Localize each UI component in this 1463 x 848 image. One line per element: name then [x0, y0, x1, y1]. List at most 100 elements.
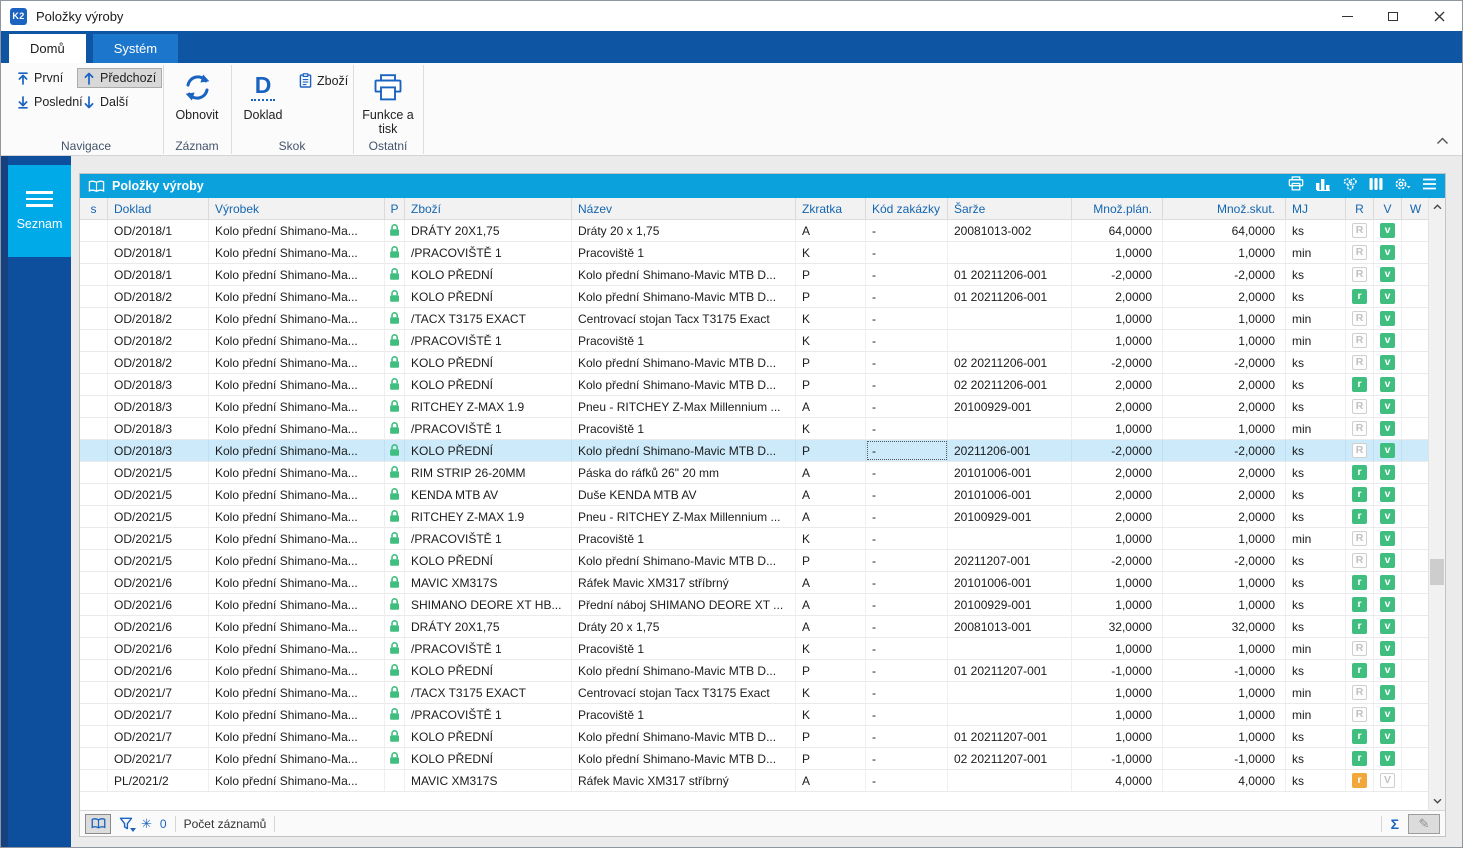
table-row[interactable]: OD/2018/3 Kolo přední Shimano-Ma... KOLO P… — [80, 374, 1428, 396]
cell-p[interactable] — [385, 374, 405, 395]
cell-v[interactable]: v — [1374, 242, 1402, 263]
cell-mj[interactable]: min — [1286, 704, 1346, 725]
settings-icon[interactable] — [1394, 177, 1411, 196]
table-row[interactable]: OD/2018/3 Kolo přední Shimano-Ma... KOLO P… — [80, 440, 1428, 462]
cell-s[interactable] — [80, 484, 108, 505]
cell-mnoz_skut[interactable]: 2,0000 — [1163, 462, 1286, 483]
cell-mnoz_skut[interactable]: 64,0000 — [1163, 220, 1286, 241]
cell-sarze[interactable]: 20100929-001 — [948, 594, 1072, 615]
cell-r[interactable]: r — [1346, 660, 1374, 681]
cell-zbozi[interactable]: KOLO PŘEDNÍ — [405, 550, 572, 571]
cell-kod_zakazky[interactable]: - — [866, 462, 948, 483]
cell-p[interactable] — [385, 352, 405, 373]
cell-v[interactable]: v — [1374, 638, 1402, 659]
cell-kod_zakazky[interactable]: - — [866, 308, 948, 329]
cell-doklad[interactable]: OD/2018/2 — [108, 308, 209, 329]
cell-s[interactable] — [80, 682, 108, 703]
cell-p[interactable] — [385, 660, 405, 681]
cell-r[interactable]: R — [1346, 682, 1374, 703]
cell-kod_zakazky[interactable]: - — [866, 638, 948, 659]
cell-mj[interactable]: min — [1286, 308, 1346, 329]
cell-zkratka[interactable]: K — [796, 528, 866, 549]
cell-sarze[interactable] — [948, 528, 1072, 549]
cell-mnoz_skut[interactable]: 1,0000 — [1163, 242, 1286, 263]
cell-zbozi[interactable]: KOLO PŘEDNÍ — [405, 660, 572, 681]
cell-mnoz_plan[interactable]: 1,0000 — [1072, 638, 1163, 659]
cell-doklad[interactable]: OD/2021/7 — [108, 704, 209, 725]
cell-mnoz_skut[interactable]: 1,0000 — [1163, 638, 1286, 659]
cell-r[interactable]: R — [1346, 440, 1374, 461]
cell-kod_zakazky[interactable]: - — [866, 594, 948, 615]
goods-button[interactable]: Zboží — [293, 70, 354, 91]
cell-kod_zakazky[interactable]: - — [866, 550, 948, 571]
cell-s[interactable] — [80, 352, 108, 373]
cell-r[interactable]: R — [1346, 264, 1374, 285]
table-row[interactable]: OD/2018/3 Kolo přední Shimano-Ma... /PRACO… — [80, 418, 1428, 440]
column-header-zkratka[interactable]: Zkratka — [796, 198, 866, 219]
cell-doklad[interactable]: OD/2018/2 — [108, 352, 209, 373]
cell-doklad[interactable]: OD/2021/5 — [108, 484, 209, 505]
cell-zkratka[interactable]: K — [796, 418, 866, 439]
cell-zkratka[interactable]: P — [796, 440, 866, 461]
cell-mnoz_plan[interactable]: 2,0000 — [1072, 484, 1163, 505]
cell-mnoz_skut[interactable]: 2,0000 — [1163, 396, 1286, 417]
cell-zkratka[interactable]: A — [796, 770, 866, 791]
cell-sarze[interactable] — [948, 308, 1072, 329]
cell-r[interactable]: r — [1346, 286, 1374, 307]
cell-s[interactable] — [80, 748, 108, 769]
cell-zbozi[interactable]: RITCHEY Z-MAX 1.9 — [405, 506, 572, 527]
cell-doklad[interactable]: OD/2021/6 — [108, 594, 209, 615]
cell-r[interactable]: R — [1346, 704, 1374, 725]
cell-kod_zakazky[interactable]: - — [866, 352, 948, 373]
cell-r[interactable]: R — [1346, 242, 1374, 263]
table-row[interactable]: OD/2021/5 Kolo přední Shimano-Ma... KOLO P… — [80, 550, 1428, 572]
cell-zbozi[interactable]: KOLO PŘEDNÍ — [405, 286, 572, 307]
cell-nazev[interactable]: Centrovací stojan Tacx T3175 Exact — [572, 682, 796, 703]
cell-vyrobek[interactable]: Kolo přední Shimano-Ma... — [209, 418, 385, 439]
cell-p[interactable] — [385, 704, 405, 725]
cell-mj[interactable]: min — [1286, 242, 1346, 263]
cell-w[interactable] — [1402, 264, 1428, 285]
cell-p[interactable] — [385, 308, 405, 329]
cell-w[interactable] — [1402, 748, 1428, 769]
cell-zkratka[interactable]: P — [796, 286, 866, 307]
cell-sarze[interactable] — [948, 770, 1072, 791]
cell-mnoz_skut[interactable]: 2,0000 — [1163, 484, 1286, 505]
cell-mnoz_plan[interactable]: 1,0000 — [1072, 242, 1163, 263]
cell-doklad[interactable]: OD/2021/6 — [108, 638, 209, 659]
cell-r[interactable]: R — [1346, 220, 1374, 241]
cell-v[interactable]: v — [1374, 484, 1402, 505]
cell-doklad[interactable]: OD/2021/5 — [108, 550, 209, 571]
cell-mj[interactable]: ks — [1286, 572, 1346, 593]
cell-vyrobek[interactable]: Kolo přední Shimano-Ma... — [209, 660, 385, 681]
cell-zbozi[interactable]: KOLO PŘEDNÍ — [405, 374, 572, 395]
cell-kod_zakazky[interactable]: - — [866, 242, 948, 263]
cell-s[interactable] — [80, 594, 108, 615]
cell-zkratka[interactable]: K — [796, 242, 866, 263]
cell-zkratka[interactable]: K — [796, 682, 866, 703]
cell-v[interactable]: v — [1374, 550, 1402, 571]
column-header-v[interactable]: V — [1374, 198, 1402, 219]
table-row[interactable]: OD/2021/5 Kolo přední Shimano-Ma... KENDA … — [80, 484, 1428, 506]
cell-sarze[interactable]: 20101006-001 — [948, 484, 1072, 505]
column-header-mnoz_skut[interactable]: Množ.skut. — [1163, 198, 1286, 219]
cell-v[interactable]: v — [1374, 572, 1402, 593]
cell-w[interactable] — [1402, 220, 1428, 241]
cell-kod_zakazky[interactable]: - — [866, 330, 948, 351]
sigma-icon[interactable]: Σ — [1390, 815, 1399, 832]
cell-doklad[interactable]: OD/2021/6 — [108, 572, 209, 593]
cell-mnoz_plan[interactable]: 1,0000 — [1072, 726, 1163, 747]
cell-vyrobek[interactable]: Kolo přední Shimano-Ma... — [209, 594, 385, 615]
cell-p[interactable] — [385, 594, 405, 615]
cell-zbozi[interactable]: /PRACOVIŠTĚ 1 — [405, 528, 572, 549]
cell-nazev[interactable]: Pracoviště 1 — [572, 704, 796, 725]
column-header-vyrobek[interactable]: Výrobek — [209, 198, 385, 219]
cell-r[interactable]: r — [1346, 374, 1374, 395]
cell-mnoz_skut[interactable]: -2,0000 — [1163, 352, 1286, 373]
cell-nazev[interactable]: Pracoviště 1 — [572, 418, 796, 439]
cell-kod_zakazky[interactable]: - — [866, 528, 948, 549]
cell-p[interactable] — [385, 286, 405, 307]
cell-p[interactable] — [385, 484, 405, 505]
cell-zkratka[interactable]: P — [796, 748, 866, 769]
cell-w[interactable] — [1402, 242, 1428, 263]
